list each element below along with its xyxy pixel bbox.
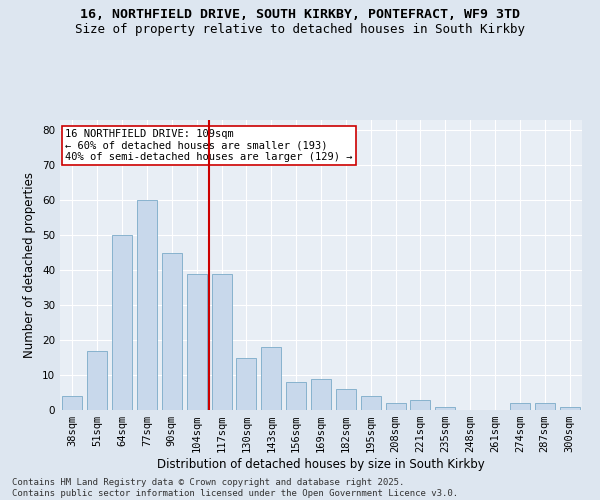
Bar — [62, 396, 82, 410]
Bar — [162, 253, 182, 410]
X-axis label: Distribution of detached houses by size in South Kirkby: Distribution of detached houses by size … — [157, 458, 485, 471]
Bar — [535, 403, 554, 410]
Bar — [112, 236, 132, 410]
Text: Contains HM Land Registry data © Crown copyright and database right 2025.
Contai: Contains HM Land Registry data © Crown c… — [12, 478, 458, 498]
Bar — [88, 350, 107, 410]
Bar — [212, 274, 232, 410]
Bar — [436, 406, 455, 410]
Bar — [262, 347, 281, 410]
Bar — [187, 274, 206, 410]
Text: 16, NORTHFIELD DRIVE, SOUTH KIRKBY, PONTEFRACT, WF9 3TD: 16, NORTHFIELD DRIVE, SOUTH KIRKBY, PONT… — [80, 8, 520, 20]
Y-axis label: Number of detached properties: Number of detached properties — [23, 172, 37, 358]
Text: 16 NORTHFIELD DRIVE: 109sqm
← 60% of detached houses are smaller (193)
40% of se: 16 NORTHFIELD DRIVE: 109sqm ← 60% of det… — [65, 128, 353, 162]
Text: Size of property relative to detached houses in South Kirkby: Size of property relative to detached ho… — [75, 22, 525, 36]
Bar — [311, 378, 331, 410]
Bar — [361, 396, 380, 410]
Bar — [137, 200, 157, 410]
Bar — [286, 382, 306, 410]
Bar — [560, 406, 580, 410]
Bar — [510, 403, 530, 410]
Bar — [410, 400, 430, 410]
Bar — [336, 389, 356, 410]
Bar — [236, 358, 256, 410]
Bar — [386, 403, 406, 410]
